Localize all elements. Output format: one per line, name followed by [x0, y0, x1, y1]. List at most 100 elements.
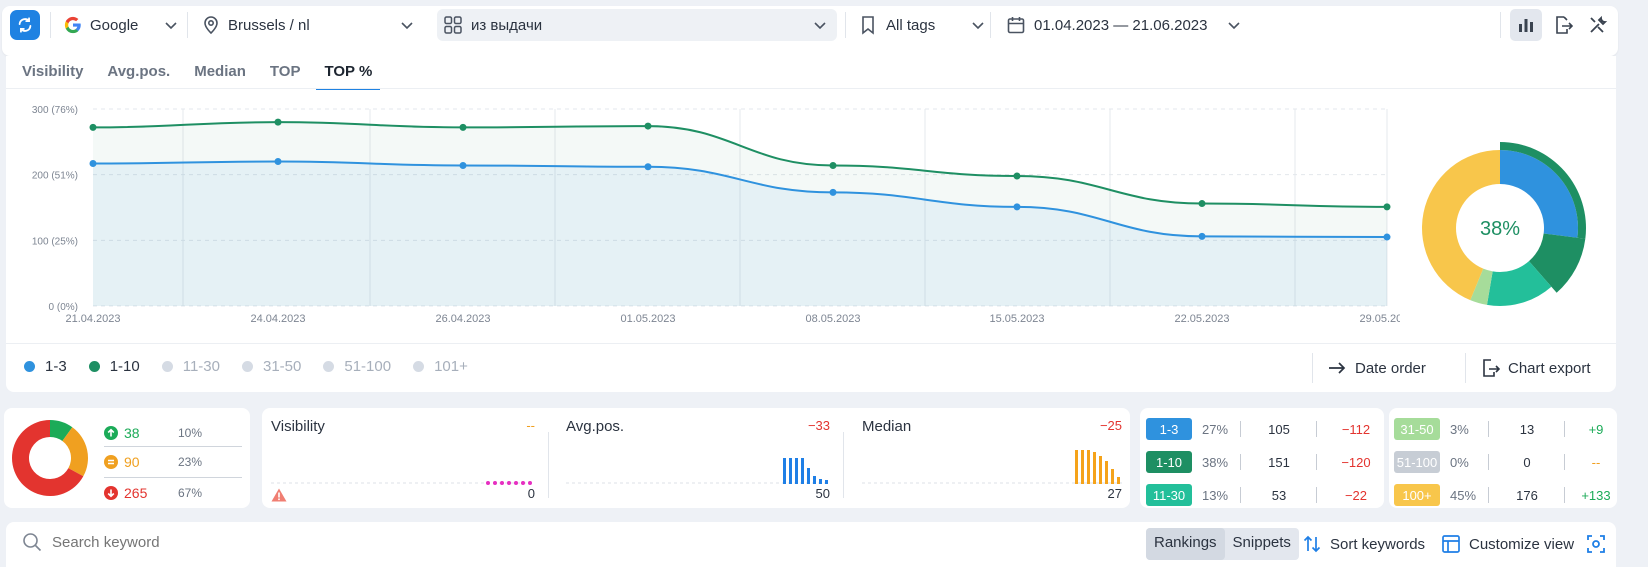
distribution-row-1-10[interactable]: 1-10 38% 151 −120 — [1146, 447, 1382, 477]
point-1-10 — [644, 122, 652, 130]
date-range-select[interactable]: 01.04.2023 — 21.06.2023 — [1006, 0, 1241, 50]
tab-top[interactable]: TOP — [269, 63, 301, 80]
legend-label: 101+ — [434, 358, 468, 375]
sort-keywords-button[interactable]: Sort keywords — [1302, 534, 1425, 554]
chart-view-button[interactable] — [1510, 9, 1542, 41]
area-1-3 — [93, 161, 1387, 306]
metric-delta: -- — [526, 418, 535, 433]
tab-top-percent[interactable]: TOP % — [316, 58, 381, 90]
refresh-button[interactable] — [10, 10, 40, 40]
snippets-toggle[interactable]: Snippets — [1232, 534, 1291, 551]
legend-dot — [24, 361, 35, 372]
tab-median[interactable]: Median — [194, 63, 246, 80]
metric-value: 50 — [815, 486, 830, 501]
search-keyword[interactable] — [22, 532, 452, 552]
legend-dot — [413, 361, 425, 372]
settings-button[interactable] — [1582, 9, 1614, 41]
chart-panel — [6, 56, 1616, 392]
divider — [1564, 454, 1565, 470]
focus-mode-button[interactable] — [1586, 534, 1606, 554]
improved-row: 38 10% — [104, 420, 242, 446]
divider — [1488, 454, 1489, 470]
customize-view-label: Customize view — [1469, 535, 1575, 553]
point-1-10 — [829, 161, 837, 169]
tab-avg-pos[interactable]: Avg.pos. — [107, 63, 171, 80]
export-icon — [1483, 359, 1500, 377]
divider — [1564, 421, 1565, 437]
range-percent: 38% — [1202, 454, 1229, 470]
legend-item-1-10[interactable]: 1-10 — [88, 358, 140, 375]
divider — [104, 477, 242, 478]
median-sparkline — [862, 450, 1122, 484]
legend-item-11-30[interactable]: 11-30 — [161, 358, 220, 375]
view-toggle: Rankings Snippets — [1146, 528, 1299, 560]
range-tag: 1-3 — [1146, 418, 1192, 440]
x-tick-label: 21.04.2023 — [65, 313, 120, 325]
divider — [50, 12, 51, 38]
divider — [1316, 421, 1317, 437]
search-engine-select[interactable]: Google — [64, 0, 178, 50]
customize-view-button[interactable]: Customize view — [1441, 534, 1574, 554]
chart-export-button[interactable]: Chart export — [1480, 345, 1591, 391]
range-percent: 0% — [1450, 454, 1469, 470]
legend-label: 11-30 — [182, 358, 220, 375]
divider — [1488, 421, 1489, 437]
divider — [1316, 487, 1317, 503]
chart-legend: 1-3 1-10 11-30 31-50 51-100 101+ — [24, 358, 490, 375]
range-count: 53 — [1271, 487, 1287, 503]
google-icon — [64, 16, 81, 34]
summary-slice-down — [12, 420, 84, 496]
range-tag: 31-50 — [1394, 418, 1440, 440]
legend-item-1-3[interactable]: 1-3 — [24, 358, 67, 375]
search-input[interactable] — [52, 533, 452, 551]
search-engine-label: Google — [90, 16, 139, 34]
distribution-row-100-plus[interactable]: 100+ 45% 176 +133 — [1394, 480, 1630, 510]
point-1-3 — [1013, 203, 1021, 211]
point-1-3 — [829, 188, 837, 196]
date-order-button[interactable]: Date order — [1327, 345, 1426, 391]
distribution-row-51-100[interactable]: 51-100 0% 0 -- — [1394, 447, 1630, 477]
summary-slice-up — [50, 420, 73, 442]
export-button[interactable] — [1547, 9, 1579, 41]
legend-item-101-plus[interactable]: 101+ — [413, 358, 468, 375]
legend-dot — [161, 361, 173, 372]
distribution-row-11-30[interactable]: 11-30 13% 53 −22 — [1146, 480, 1382, 510]
equal-icon — [104, 455, 118, 469]
area-1-10 — [93, 122, 1387, 306]
point-1-3 — [274, 158, 282, 166]
distribution-row-31-50[interactable]: 31-50 3% 13 +9 — [1394, 414, 1630, 444]
sort-keywords-label: Sort keywords — [1330, 535, 1426, 553]
range-delta: -- — [1591, 454, 1601, 470]
range-percent: 27% — [1202, 421, 1229, 437]
point-1-10 — [459, 123, 467, 131]
avg-pos-sparkline — [566, 458, 830, 484]
tab-visibility[interactable]: Visibility — [22, 63, 84, 80]
x-tick-label: 01.05.2023 — [620, 313, 675, 325]
region-label: Brussels / nl — [228, 16, 310, 34]
grid-icon — [444, 16, 462, 34]
range-tag: 51-100 — [1394, 451, 1440, 473]
layout-icon — [1442, 535, 1460, 553]
legend-item-31-50[interactable]: 31-50 — [241, 358, 302, 375]
range-percent: 45% — [1450, 487, 1477, 503]
donut-chart: 38% — [1422, 142, 1586, 306]
legend-dot — [323, 361, 335, 372]
legend-label: 31-50 — [262, 358, 302, 375]
rankings-toggle[interactable]: Rankings — [1146, 528, 1225, 560]
visibility-sparkline — [271, 481, 535, 485]
divider — [845, 12, 846, 38]
divider — [1488, 487, 1489, 503]
warning-icon[interactable] — [271, 488, 287, 502]
legend-item-51-100[interactable]: 51-100 — [323, 358, 391, 375]
improved-count: 38 — [124, 425, 140, 441]
range-percent: 13% — [1202, 487, 1229, 503]
distribution-row-1-3[interactable]: 1-3 27% 105 −112 — [1146, 414, 1382, 444]
chevron-down-icon — [972, 22, 984, 30]
metric-value: 0 — [527, 486, 535, 501]
range-delta: +9 — [1588, 421, 1604, 437]
position-change-list: 38 10% 90 23% 265 67% — [104, 420, 242, 508]
source-select[interactable]: из выдачи — [437, 9, 837, 41]
region-select[interactable]: Brussels / nl — [202, 0, 414, 50]
tags-select[interactable]: All tags — [860, 0, 985, 50]
y-tick-label: 0 (0%) — [49, 302, 78, 313]
